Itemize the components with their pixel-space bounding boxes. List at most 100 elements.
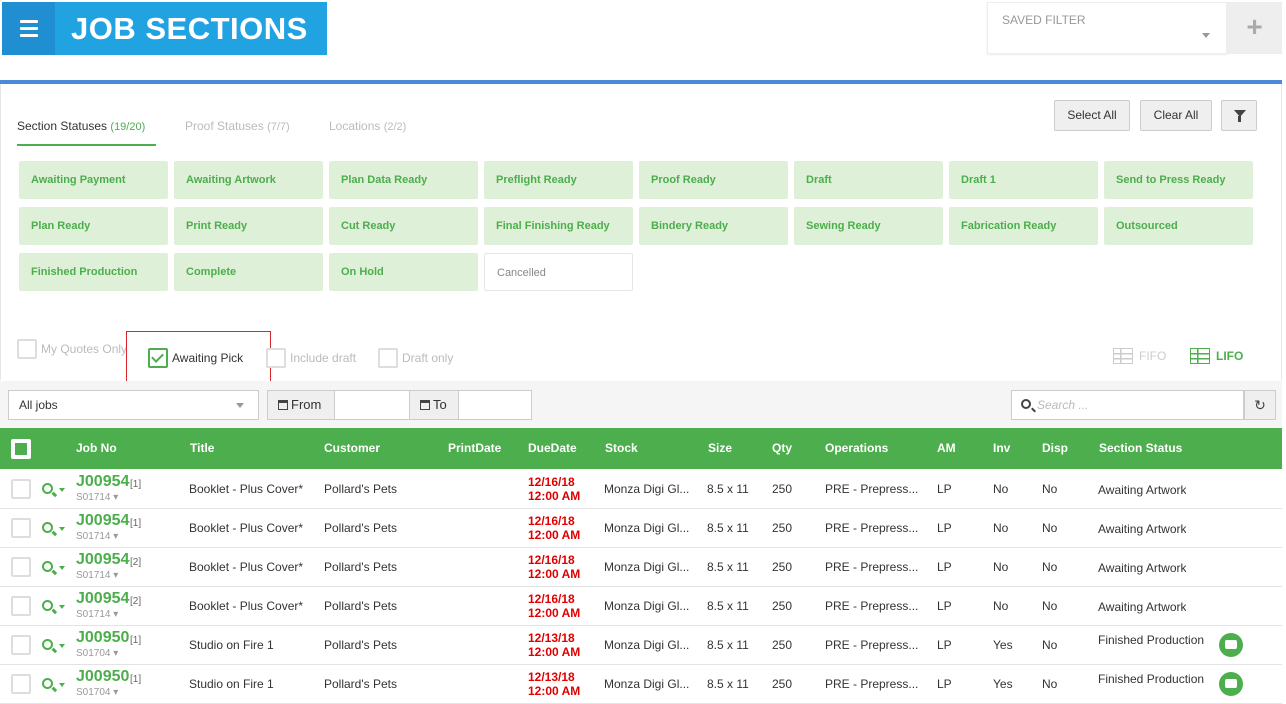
- col-inv[interactable]: Inv: [993, 441, 1011, 455]
- col-printdate[interactable]: PrintDate: [448, 441, 502, 455]
- row-checkbox[interactable]: [11, 479, 31, 499]
- chevron-down-icon[interactable]: [59, 605, 65, 609]
- from-date-input[interactable]: [334, 390, 410, 420]
- refresh-button[interactable]: ↻: [1244, 390, 1276, 420]
- row-checkbox[interactable]: [11, 518, 31, 538]
- job-number-link[interactable]: J00954: [76, 551, 130, 568]
- col-size[interactable]: Size: [708, 441, 733, 455]
- tab-section-statuses[interactable]: Section Statuses (19/20): [17, 119, 145, 133]
- row-checkbox[interactable]: [11, 557, 31, 577]
- status-chip[interactable]: Draft: [794, 161, 943, 199]
- section-number[interactable]: S01714 ▾: [76, 570, 119, 581]
- chevron-down-icon[interactable]: [59, 566, 65, 570]
- jobs-select[interactable]: All jobs: [8, 390, 259, 420]
- col-stock[interactable]: Stock: [605, 441, 638, 455]
- job-number-link[interactable]: J00954: [76, 512, 130, 529]
- lifo-toggle[interactable]: LIFO: [1190, 348, 1243, 364]
- include-draft-checkbox[interactable]: [266, 348, 286, 368]
- draft-only-option[interactable]: Draft only: [378, 348, 453, 368]
- table-row[interactable]: J00954 [2] S01714 ▾ Booklet - Plus Cover* Po…: [0, 548, 1282, 587]
- search-input[interactable]: Search ...: [1011, 390, 1244, 420]
- awaiting-pick-option[interactable]: Awaiting Pick: [148, 348, 243, 368]
- chat-bubble-icon[interactable]: [1219, 633, 1243, 657]
- chevron-down-icon[interactable]: [59, 644, 65, 648]
- status-chip[interactable]: Cut Ready: [329, 207, 478, 245]
- row-checkbox[interactable]: [11, 674, 31, 694]
- section-number[interactable]: S01714 ▾: [76, 609, 119, 620]
- chat-bubble-icon[interactable]: [1219, 672, 1243, 696]
- table-row[interactable]: J00954 [1] S01714 ▾ Booklet - Plus Cover* Po…: [0, 509, 1282, 548]
- clear-all-button[interactable]: Clear All: [1140, 100, 1212, 131]
- table-row[interactable]: J00954 [1] S01714 ▾ Booklet - Plus Cover* Po…: [0, 470, 1282, 509]
- status-chip[interactable]: Awaiting Payment: [19, 161, 168, 199]
- col-operations[interactable]: Operations: [825, 441, 889, 455]
- from-date-button[interactable]: From: [267, 390, 335, 420]
- col-section-status[interactable]: Section Status: [1099, 441, 1183, 455]
- my-quotes-only-option[interactable]: My Quotes Only: [17, 339, 127, 359]
- include-draft-option[interactable]: Include draft: [266, 348, 356, 368]
- status-chip[interactable]: Outsourced: [1104, 207, 1253, 245]
- table-row[interactable]: J00950 [1] S01704 ▾ Studio on Fire 1 Pollard…: [0, 626, 1282, 665]
- status-chip[interactable]: Cancelled: [484, 253, 633, 291]
- row-checkbox[interactable]: [11, 596, 31, 616]
- status-chip[interactable]: Sewing Ready: [794, 207, 943, 245]
- table-row[interactable]: J00954 [2] S01714 ▾ Booklet - Plus Cover* Po…: [0, 587, 1282, 626]
- status-chip[interactable]: Bindery Ready: [639, 207, 788, 245]
- chevron-down-icon[interactable]: [59, 683, 65, 687]
- status-chip[interactable]: Plan Ready: [19, 207, 168, 245]
- filter-funnel-button[interactable]: [1221, 100, 1257, 131]
- add-filter-button[interactable]: +: [1227, 2, 1282, 54]
- status-chip[interactable]: Send to Press Ready: [1104, 161, 1253, 199]
- status-chip[interactable]: Complete: [174, 253, 323, 291]
- fifo-toggle[interactable]: FIFO: [1113, 348, 1166, 364]
- section-number[interactable]: S01704 ▾: [76, 687, 119, 698]
- hamburger-menu-icon[interactable]: [2, 2, 55, 55]
- row-title: Booklet - Plus Cover*: [189, 521, 304, 535]
- awaiting-pick-checkbox[interactable]: [148, 348, 168, 368]
- status-chip[interactable]: Final Finishing Ready: [484, 207, 633, 245]
- job-number-link[interactable]: J00954: [76, 590, 130, 607]
- to-date-button[interactable]: To: [409, 390, 459, 420]
- search-icon[interactable]: [42, 483, 53, 494]
- status-chip[interactable]: Preflight Ready: [484, 161, 633, 199]
- row-checkbox[interactable]: [11, 635, 31, 655]
- chevron-down-icon[interactable]: [59, 527, 65, 531]
- section-number[interactable]: S01704 ▾: [76, 648, 119, 659]
- draft-only-checkbox[interactable]: [378, 348, 398, 368]
- job-number-link[interactable]: J00954: [76, 473, 130, 490]
- job-number-link[interactable]: J00950: [76, 668, 130, 685]
- status-chip[interactable]: Fabrication Ready: [949, 207, 1098, 245]
- search-icon[interactable]: [42, 522, 53, 533]
- section-number[interactable]: S01714 ▾: [76, 492, 119, 503]
- col-title[interactable]: Title: [190, 441, 215, 455]
- status-chip[interactable]: Plan Data Ready: [329, 161, 478, 199]
- select-all-rows-checkbox[interactable]: [11, 439, 31, 459]
- saved-filter-select[interactable]: SAVED FILTER: [987, 2, 1227, 54]
- col-disp[interactable]: Disp: [1042, 441, 1069, 455]
- search-icon[interactable]: [42, 561, 53, 572]
- col-am[interactable]: AM: [937, 441, 956, 455]
- my-quotes-only-checkbox[interactable]: [17, 339, 37, 359]
- table-row[interactable]: J00950 [1] S01704 ▾ Studio on Fire 1 Pollard…: [0, 665, 1282, 704]
- col-duedate[interactable]: DueDate: [528, 441, 577, 455]
- job-number-link[interactable]: J00950: [76, 629, 130, 646]
- status-chip[interactable]: Draft 1: [949, 161, 1098, 199]
- col-job-no[interactable]: Job No: [76, 441, 117, 455]
- status-chip[interactable]: Finished Production: [19, 253, 168, 291]
- col-qty[interactable]: Qty: [772, 441, 793, 455]
- include-draft-label: Include draft: [290, 351, 357, 365]
- col-customer[interactable]: Customer: [324, 441, 381, 455]
- to-date-input[interactable]: [458, 390, 532, 420]
- status-chip[interactable]: On Hold: [329, 253, 478, 291]
- status-chip[interactable]: Proof Ready: [639, 161, 788, 199]
- search-icon[interactable]: [42, 639, 53, 650]
- select-all-button[interactable]: Select All: [1054, 100, 1130, 131]
- search-icon[interactable]: [42, 600, 53, 611]
- status-chip[interactable]: Awaiting Artwork: [174, 161, 323, 199]
- chevron-down-icon[interactable]: [59, 488, 65, 492]
- status-chip[interactable]: Print Ready: [174, 207, 323, 245]
- tab-proof-statuses[interactable]: Proof Statuses (7/7): [185, 119, 290, 133]
- section-number[interactable]: S01714 ▾: [76, 531, 119, 542]
- search-icon[interactable]: [42, 678, 53, 689]
- tab-locations[interactable]: Locations (2/2): [329, 119, 406, 133]
